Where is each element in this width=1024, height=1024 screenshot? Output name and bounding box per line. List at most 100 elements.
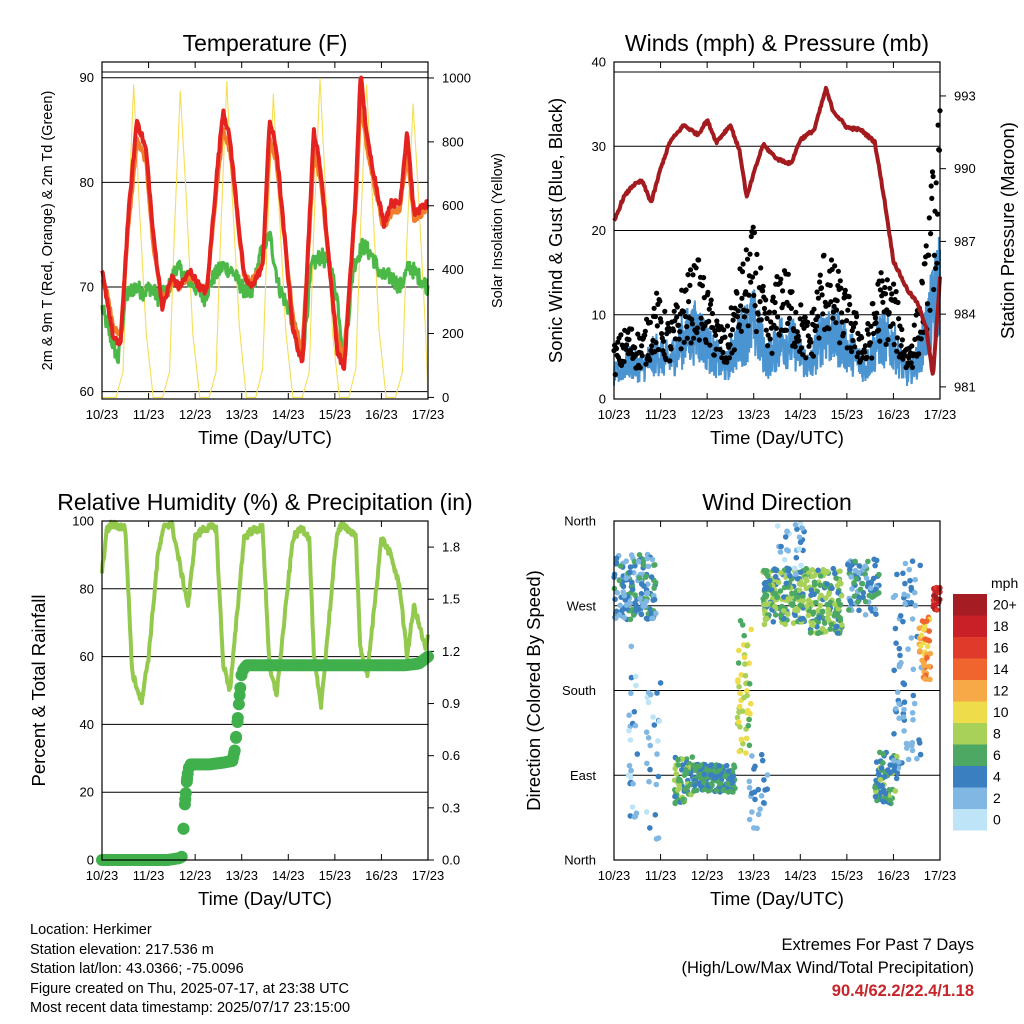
direction-point	[622, 597, 629, 603]
location-text: Location: Herkimer	[30, 922, 152, 938]
gust-point	[753, 328, 759, 335]
gust-point	[747, 251, 753, 257]
direction-point	[896, 701, 902, 707]
direction-point	[815, 567, 821, 574]
direction-point	[909, 739, 916, 746]
x-tick-label: 11/23	[645, 407, 677, 422]
gust-point	[676, 336, 682, 342]
y2-tick-label: 981	[954, 379, 976, 394]
direction-point	[798, 562, 804, 569]
direction-point	[648, 610, 655, 617]
gust-point	[850, 324, 857, 330]
direction-point	[832, 601, 838, 608]
direction-point	[816, 615, 823, 621]
direction-point	[838, 593, 845, 599]
direction-point	[628, 643, 635, 650]
direction-point	[653, 781, 660, 788]
plot-border	[101, 61, 429, 400]
gust-point	[844, 318, 850, 324]
gust-point	[886, 309, 892, 316]
direction-point	[906, 566, 913, 573]
x-tick-label: 13/23	[225, 868, 258, 883]
direction-point	[675, 762, 682, 768]
gust-point	[724, 359, 730, 365]
direction-point	[705, 767, 712, 774]
precip-point	[230, 730, 243, 743]
direction-point	[672, 793, 678, 800]
gust-point	[623, 346, 629, 352]
direction-point	[758, 751, 765, 758]
direction-point	[910, 717, 916, 723]
direction-point	[824, 615, 831, 621]
latlon-text: Station lat/lon: 43.0366; -75.0096	[30, 961, 244, 977]
x-tick-label: 13/23	[225, 407, 258, 422]
gust-point	[891, 341, 897, 348]
direction-point	[811, 581, 818, 588]
y-tick-label: West	[567, 598, 597, 613]
gust-point	[847, 301, 853, 308]
direction-point	[909, 747, 916, 754]
x-tick-label: 12/23	[179, 407, 212, 422]
gust-point	[850, 337, 856, 344]
gust-point	[926, 215, 932, 221]
direction-point	[632, 592, 638, 598]
direction-point	[764, 584, 770, 591]
direction-point	[797, 539, 804, 546]
winds-xlabel: Time (Day/UTC)	[710, 427, 844, 448]
y-tick-label: 20	[592, 223, 606, 238]
direction-point	[650, 714, 656, 720]
direction-point	[826, 589, 833, 596]
direction-point	[649, 556, 656, 563]
gust-point	[707, 342, 713, 348]
gust-point	[769, 350, 775, 356]
gust-point	[674, 314, 680, 320]
direction-point	[794, 594, 801, 600]
direction-point	[819, 626, 826, 632]
direction-point	[901, 681, 908, 688]
gust-point	[879, 278, 885, 284]
gust-point	[873, 320, 879, 326]
direction-point	[745, 707, 751, 714]
direction-point	[724, 780, 731, 787]
direction-point	[629, 804, 636, 810]
legend-label: 0	[993, 812, 1001, 828]
y2-tick-label: 993	[954, 88, 976, 103]
direction-point	[837, 601, 843, 608]
x-tick-label: 11/23	[133, 868, 165, 883]
direction-point	[773, 567, 780, 574]
direction-point	[926, 663, 932, 670]
gust-point	[744, 308, 750, 314]
gust-point	[908, 360, 914, 366]
direction-point	[764, 772, 771, 778]
gust-point	[721, 327, 727, 333]
direction-point	[761, 608, 768, 614]
gust-point	[877, 338, 883, 344]
y-tick-label: 80	[80, 175, 94, 190]
gust-point	[653, 340, 659, 346]
direction-point	[640, 603, 646, 609]
direction-point	[903, 740, 910, 747]
gust-point	[815, 295, 822, 301]
direction-point	[894, 689, 901, 695]
direction-point	[865, 580, 872, 586]
gust-point	[652, 313, 659, 320]
gust-point	[811, 306, 817, 312]
winds-ylabel: Sonic Wind & Gust (Blue, Black)	[545, 98, 566, 363]
direction-point	[901, 706, 907, 713]
direction-panel: Wind Direction 10/23 11/23 12/23 13/23 14/23 1…	[523, 489, 956, 909]
gust-point	[668, 346, 674, 352]
direction-point	[621, 614, 627, 621]
gust-point	[880, 299, 886, 305]
solar-series	[102, 77, 429, 398]
direction-point	[746, 784, 753, 791]
gust-point	[867, 340, 874, 346]
direction-point	[904, 745, 910, 751]
precip-point	[228, 744, 241, 757]
direction-point	[825, 606, 832, 613]
direction-point	[800, 598, 806, 604]
direction-point	[814, 624, 820, 630]
x-tick-label: 10/23	[86, 407, 119, 422]
gust-point	[724, 323, 731, 329]
direction-point	[873, 777, 879, 784]
direction-point	[872, 784, 878, 791]
